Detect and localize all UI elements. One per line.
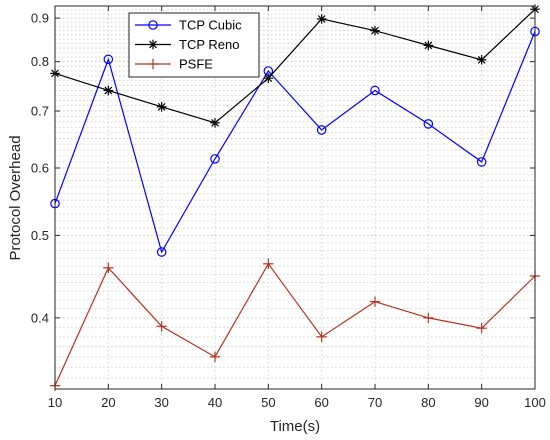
y-tick-label: 0.6	[31, 161, 49, 176]
data-point-tcp-reno	[103, 85, 114, 96]
y-axis-title: Protocol Overhead	[7, 135, 24, 260]
data-point-psfe	[369, 296, 381, 307]
x-tick-label: 10	[48, 395, 62, 410]
data-point-tcp-cubic	[103, 54, 114, 65]
data-point-tcp-cubic	[370, 85, 380, 96]
legend-label-tcp-reno: TCP Reno	[179, 37, 239, 52]
legend-marker-tcp-cubic	[148, 20, 158, 30]
series-line-tcp-reno	[54, 8, 536, 124]
data-point-tcp-cubic	[476, 157, 487, 167]
data-point-psfe	[423, 312, 434, 324]
legend-marker-psfe	[147, 58, 159, 70]
data-point-tcp-reno	[370, 25, 380, 36]
x-tick-label: 100	[524, 395, 546, 410]
series-line-tcp-cubic	[54, 31, 536, 254]
legend-label-tcp-cubic: TCP Cubic	[179, 18, 242, 33]
data-point-psfe	[209, 351, 221, 363]
x-tick-label: 80	[421, 395, 435, 410]
legend: TCP Cubic TCP Reno PSFE	[128, 12, 260, 78]
plot-frame	[54, 5, 536, 390]
data-point-psfe	[263, 258, 274, 270]
x-tick-label: 60	[314, 395, 328, 410]
data-point-tcp-reno	[156, 102, 167, 112]
legend-label-psfe: PSFE	[179, 57, 213, 72]
data-point-tcp-cubic	[423, 119, 434, 129]
legend-marker-tcp-reno	[148, 39, 158, 50]
data-point-tcp-reno	[316, 14, 327, 24]
y-tick-label: 0.9	[31, 11, 49, 26]
y-tick-label: 0.8	[31, 54, 49, 69]
x-tick-label: 40	[208, 395, 222, 410]
axis-ticks: 10 20 30 40 50 60 70 80 90 100 0.4 0.5 0.6 0.7 0.8 0.9	[31, 6, 546, 410]
data-point-tcp-cubic	[156, 247, 167, 257]
y-tick-label: 0.4	[31, 310, 49, 325]
x-tick-label: 20	[101, 395, 115, 410]
y-tick-label: 0.7	[31, 104, 49, 119]
data-point-tcp-cubic	[316, 125, 327, 135]
data-point-tcp-reno	[210, 118, 220, 128]
data-point-tcp-reno	[263, 73, 274, 83]
data-point-psfe	[103, 262, 114, 274]
data-point-tcp-reno	[423, 40, 434, 51]
x-tick-label: 70	[368, 395, 382, 410]
series-line-psfe	[54, 262, 536, 386]
y-tick-label: 0.5	[31, 228, 49, 243]
x-tick-label: 30	[154, 395, 168, 410]
data-point-tcp-reno	[476, 55, 487, 65]
x-tick-label: 50	[261, 395, 275, 410]
x-axis-title: Time(s)	[270, 418, 320, 435]
data-point-tcp-cubic	[210, 154, 220, 164]
data-point-psfe	[476, 322, 487, 334]
x-tick-label: 90	[474, 395, 488, 410]
data-point-psfe	[316, 331, 327, 343]
data-point-psfe	[156, 321, 167, 332]
